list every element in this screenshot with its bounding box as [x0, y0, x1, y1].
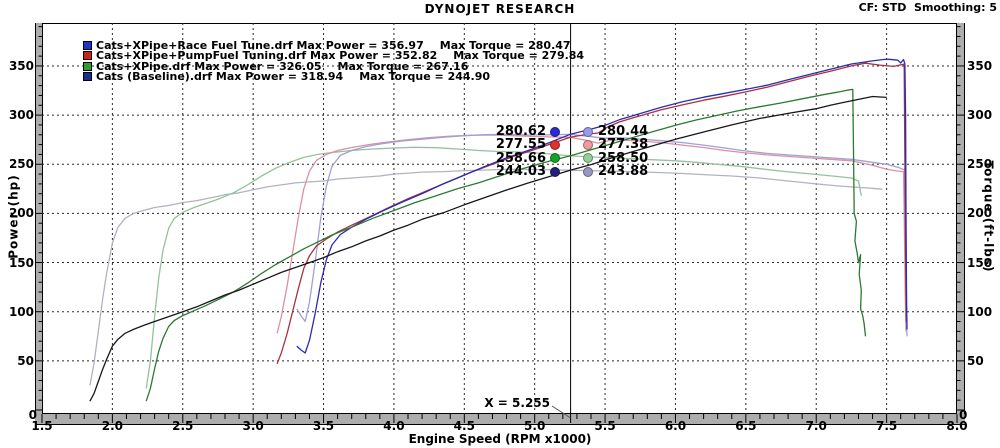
cursor-power-value: 258.66: [495, 150, 546, 166]
y-axis-zero-right: 0: [959, 408, 968, 422]
curve-torque: [89, 168, 883, 386]
cf-smoothing-status: CF: STD Smoothing: 5: [858, 1, 997, 14]
y-tick-label-right: 250: [967, 157, 993, 172]
y-tick-label-left: 50: [17, 353, 34, 368]
x-tick-label: 3.0: [242, 419, 264, 433]
y-tick-label-left: 250: [8, 157, 34, 172]
x-tick-label: 4.5: [453, 419, 475, 433]
cursor-torque-readout: 280.44: [583, 124, 703, 140]
x-tick-label: 3.5: [312, 419, 335, 433]
cursor-torque-value: 277.38: [598, 137, 649, 152]
cursor-power-readout: 280.62: [440, 124, 560, 140]
cursor-power-readout: 258.66: [440, 150, 560, 166]
page-title: DYNOJET RESEARCH: [424, 2, 576, 16]
y-tick-label-left: 350: [8, 58, 34, 73]
cursor-torque-value: 243.88: [598, 164, 649, 179]
y-tick-label-right: 200: [967, 206, 993, 221]
legend-max-torque: Max Torque = 267.16: [337, 59, 469, 73]
cursor-torque-value: 280.44: [598, 124, 649, 139]
legend-color-swatch: [83, 40, 92, 50]
power-curve-dot: [550, 166, 560, 177]
power-curve-dot: [550, 139, 560, 150]
legend-color-swatch: [83, 61, 92, 71]
x-tick-label: 5.0: [524, 419, 546, 433]
x-tick-label: 1.5: [31, 419, 53, 433]
y-axis-title-power: Power (hp): [6, 174, 21, 259]
y-axis-zero-left: 0: [28, 408, 37, 422]
y-tick-label-right: 350: [967, 58, 993, 73]
legend-color-swatch: [83, 51, 92, 61]
curve-power: [89, 95, 887, 402]
x-tick-label: 2.0: [101, 419, 123, 433]
x-tick-label: 6.5: [735, 419, 757, 433]
cursor-torque-readout: 258.50: [583, 150, 703, 166]
x-tick-label: 7.0: [805, 419, 827, 433]
y-tick-label-left: 100: [8, 304, 34, 319]
cursor-label-leader-line: [551, 405, 571, 419]
legend-max-torque: Max Torque = 279.84: [453, 49, 585, 63]
y-tick-label-left: 200: [8, 206, 34, 221]
y-tick-label-right: 150: [967, 255, 993, 270]
cursor-torque-readout: 243.88: [583, 164, 703, 180]
curve-power: [296, 58, 908, 354]
legend-max-torque: Max Torque = 244.90: [359, 70, 491, 84]
torque-curve-dot: [583, 126, 593, 137]
legend-file-and-max-power: Cats+XPipe+Race Fuel Tune.drf Max Power …: [96, 38, 424, 52]
torque-curve-dot: [583, 153, 593, 163]
legend-max-torque: Max Torque = 280.47: [439, 38, 571, 52]
y-axis-band-left: [35, 23, 43, 414]
x-tick-label: 2.5: [172, 419, 194, 433]
y-tick-label-right: 50: [967, 353, 984, 368]
curve-torque: [145, 146, 862, 389]
x-axis-title: Engine Speed (RPM x1000): [408, 432, 592, 446]
legend-row[interactable]: Cats+XPipe+Race Fuel Tune.drf Max Power …: [83, 38, 584, 52]
curve-torque: [276, 134, 907, 334]
y-axis-title-torque: Torque (ft-lbs): [981, 160, 996, 273]
legend-row[interactable]: Cats (Baseline).drf Max Power = 318.94 Ma…: [83, 70, 584, 84]
power-curve-dot: [550, 126, 560, 137]
cursor-torque-value: 258.50: [598, 150, 649, 166]
x-tick-label: 8.0: [946, 419, 968, 433]
plot-frame: [42, 23, 957, 414]
x-tick-label: 4.0: [383, 419, 405, 433]
cursor-torque-readout: 277.38: [583, 137, 703, 153]
y-tick-label-left: 150: [8, 255, 34, 270]
legend-file-and-max-power: Cats+XPipe+PumpFuel Tuning.drf Max Power…: [96, 49, 438, 63]
legend-row[interactable]: Cats+XPipe.drf Max Power = 326.05 Max Tor…: [83, 59, 584, 73]
x-axis-band: [35, 414, 965, 425]
curve-power: [276, 62, 907, 365]
cursor-power-readout: 244.03: [440, 164, 560, 180]
power-curve-dot: [550, 153, 560, 163]
y-tick-label-right: 100: [967, 304, 993, 319]
cursor-power-value: 280.62: [495, 124, 546, 139]
legend-row[interactable]: Cats+XPipe+PumpFuel Tuning.drf Max Power…: [83, 49, 585, 63]
y-tick-label-left: 300: [8, 108, 34, 123]
x-tick-label: 5.5: [594, 419, 616, 433]
y-tick-label-right: 300: [967, 108, 993, 123]
torque-curve-dot: [583, 166, 593, 177]
cursor-power-value: 244.03: [495, 164, 546, 179]
curve-power: [145, 88, 867, 402]
cursor-x-label: X = 5.255: [484, 396, 550, 410]
legend-color-swatch: [83, 72, 92, 82]
curve-torque: [296, 133, 908, 337]
legend-file-and-max-power: Cats (Baseline).drf Max Power = 318.94: [96, 70, 344, 84]
y-axis-band-right: [957, 23, 965, 414]
cursor-power-value: 277.55: [495, 137, 546, 152]
x-tick-label: 6.0: [664, 419, 687, 433]
torque-curve-dot: [583, 139, 593, 150]
legend-file-and-max-power: Cats+XPipe.drf Max Power = 326.05: [96, 59, 322, 73]
x-tick-label: 7.5: [875, 419, 898, 433]
legend: Cats+XPipe+Race Fuel Tune.drf Max Power …: [83, 38, 585, 84]
cursor-power-readout: 277.55: [440, 137, 560, 153]
